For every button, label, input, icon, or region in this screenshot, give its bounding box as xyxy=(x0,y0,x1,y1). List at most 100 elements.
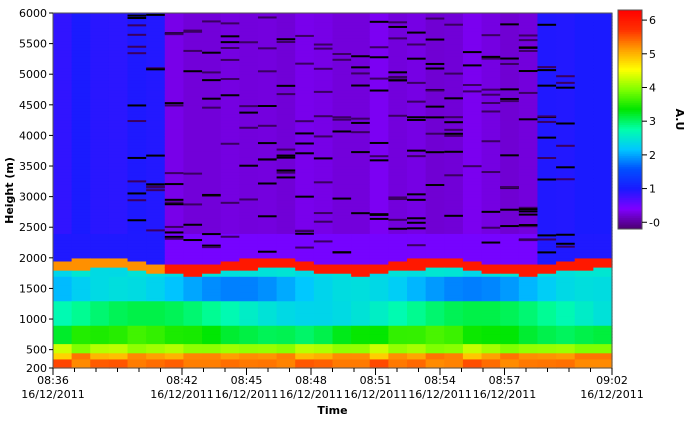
heatmap-cell xyxy=(425,276,445,280)
heatmap-cell xyxy=(220,166,240,170)
heatmap-cell xyxy=(556,337,576,342)
heatmap-cell xyxy=(537,218,557,222)
heatmap-cell xyxy=(90,153,110,158)
heatmap-cell xyxy=(276,156,296,159)
heatmap-cell xyxy=(108,175,129,179)
heatmap-cell xyxy=(556,270,576,274)
heatmap-cell xyxy=(351,153,371,158)
colorbar-tick-label: 6 xyxy=(649,14,656,27)
heatmap-cell xyxy=(127,92,147,97)
heatmap-cell xyxy=(388,150,408,155)
colorbar-swatch xyxy=(618,203,642,206)
heatmap-cell xyxy=(369,205,389,210)
heatmap-cell xyxy=(164,303,185,308)
heatmap-cell xyxy=(90,214,110,219)
heatmap-cell xyxy=(388,159,408,164)
heatmap-cell xyxy=(53,37,73,42)
heatmap-cell xyxy=(444,205,464,210)
heatmap-cell xyxy=(164,245,185,250)
heatmap-cell xyxy=(276,148,296,151)
heatmap-cell xyxy=(202,126,222,130)
heatmap-cell xyxy=(407,22,427,26)
heatmap-cell xyxy=(239,312,259,317)
heatmap-cell xyxy=(71,61,91,66)
heatmap-cell xyxy=(220,294,240,299)
heatmap-cell xyxy=(146,263,166,268)
heatmap-cell xyxy=(500,245,520,250)
heatmap-cell xyxy=(369,239,389,244)
heatmap-cell xyxy=(574,270,594,274)
heatmap-cell xyxy=(183,101,203,106)
heatmap-cell xyxy=(220,113,240,118)
heatmap-cell xyxy=(332,291,352,296)
heatmap-cell xyxy=(332,53,352,55)
heatmap-cell xyxy=(276,303,296,308)
heatmap-cell xyxy=(369,104,389,109)
heatmap-cell xyxy=(257,175,278,179)
heatmap-cell xyxy=(332,101,352,106)
heatmap-cell xyxy=(425,355,445,360)
heatmap-cell xyxy=(462,303,483,308)
heatmap-cell xyxy=(518,86,539,91)
heatmap-cell xyxy=(127,214,147,219)
heatmap-cell xyxy=(556,196,576,201)
heatmap-cell xyxy=(183,205,203,210)
heatmap-cell xyxy=(425,208,445,213)
heatmap-cell xyxy=(388,361,408,366)
y-tick-label: 3000 xyxy=(19,191,47,204)
heatmap-cell xyxy=(332,19,352,23)
heatmap-cell xyxy=(53,71,73,75)
heatmap-cell xyxy=(407,141,427,146)
heatmap-cell xyxy=(202,184,222,189)
heatmap-cell xyxy=(276,260,296,265)
heatmap-cell xyxy=(220,288,240,293)
y-tick-label: 6000 xyxy=(19,7,47,20)
heatmap-cell xyxy=(518,267,539,271)
heatmap-cell xyxy=(518,95,539,100)
heatmap-cell xyxy=(481,77,501,81)
heatmap-cell xyxy=(257,196,278,201)
heatmap-cell xyxy=(313,52,334,57)
heatmap-cell xyxy=(313,346,334,351)
heatmap-cell xyxy=(164,315,185,320)
heatmap-cell xyxy=(537,107,557,112)
heatmap-cell xyxy=(220,358,240,363)
heatmap-cell xyxy=(146,322,166,326)
heatmap-cell xyxy=(593,13,613,17)
heatmap-cell xyxy=(500,156,520,161)
heatmap-cell xyxy=(257,74,278,78)
colorbar-swatch xyxy=(618,10,642,13)
heatmap-cell xyxy=(313,37,334,42)
heatmap-cell xyxy=(537,101,557,106)
heatmap-cell xyxy=(239,221,259,225)
heatmap-cell xyxy=(593,31,613,36)
heatmap-cell xyxy=(183,208,203,213)
heatmap-cell xyxy=(127,315,147,320)
heatmap-cell xyxy=(276,172,296,176)
heatmap-cell xyxy=(276,28,296,32)
heatmap-cell xyxy=(518,218,539,222)
heatmap-cell xyxy=(425,352,445,357)
heatmap-cell xyxy=(444,138,464,143)
heatmap-cell xyxy=(53,239,73,244)
heatmap-cell xyxy=(556,68,576,72)
heatmap-cell xyxy=(108,58,129,63)
heatmap-cell xyxy=(313,218,334,222)
heatmap-cell xyxy=(71,355,91,360)
x-tick-time-label: 08:48 xyxy=(295,374,327,387)
heatmap-cell xyxy=(500,166,520,170)
heatmap-cell xyxy=(407,37,427,42)
heatmap-cell xyxy=(202,236,222,241)
heatmap-cell xyxy=(164,319,185,323)
heatmap-cell xyxy=(425,199,445,204)
heatmap-cell xyxy=(53,352,73,357)
heatmap-cell xyxy=(444,239,464,244)
heatmap-cell xyxy=(518,144,539,149)
heatmap-cell xyxy=(295,46,315,51)
colorbar-swatch xyxy=(618,84,642,88)
colorbar-swatch xyxy=(618,181,642,184)
heatmap-cell xyxy=(351,328,371,332)
heatmap-cell xyxy=(239,113,259,118)
colorbar-swatch xyxy=(618,108,642,111)
heatmap-cell xyxy=(574,355,594,360)
